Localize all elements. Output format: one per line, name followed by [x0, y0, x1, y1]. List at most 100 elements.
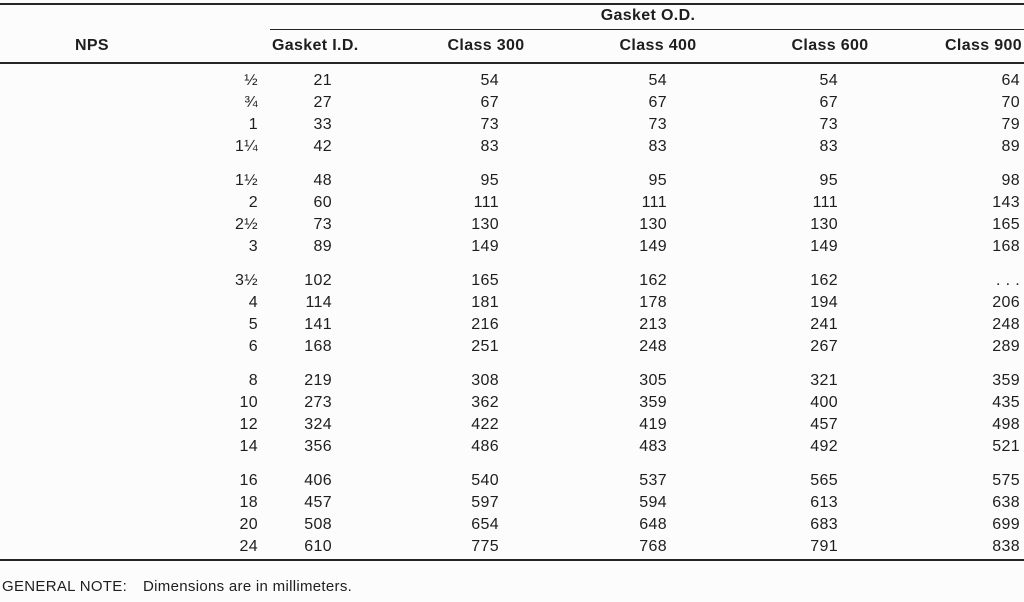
row-group-1: ½ 21 54 54 54 64 ¾ 27 67 67 67 70 1 33 73 73 73 79 1¼ 42 83 8…	[0, 63, 1024, 159]
value-cell: 638	[992, 493, 1021, 511]
nps-cell: 1	[248, 115, 258, 133]
row-group-2: 1½ 48 95 95 95 98 2 60 111 111 111 143 2½ 73 130 130 130…	[0, 159, 1024, 259]
value-cell: 143	[992, 193, 1021, 211]
value-cell: 248	[992, 315, 1021, 333]
value-cell: 165	[992, 215, 1021, 233]
nps-cell: ¾	[244, 93, 258, 111]
nps-cell: 24	[239, 537, 258, 555]
value-cell: 70	[1001, 93, 1021, 111]
nps-cell: 2½	[235, 215, 258, 233]
value-cell: 79	[1001, 115, 1021, 133]
value-cell: 521	[992, 437, 1021, 455]
value-cell: 95	[480, 171, 499, 189]
table-row: 1 33 73 73 73 79	[0, 114, 1024, 136]
general-note-text: Dimensions are in millimeters.	[143, 577, 353, 595]
value-cell: 483	[639, 437, 667, 455]
value-cell: 83	[480, 137, 499, 155]
value-cell: 267	[810, 337, 838, 355]
value-cell: 248	[639, 337, 667, 355]
value-cell: 838	[992, 537, 1021, 555]
value-cell: 83	[819, 137, 838, 155]
value-cell: 768	[639, 537, 667, 555]
value-cell: 95	[648, 171, 667, 189]
value-cell: 73	[648, 115, 667, 133]
table-row: 2 60 111 111 111 143	[0, 192, 1024, 214]
spanner-row: Gasket O.D.	[0, 4, 1024, 30]
nps-cell: 6	[248, 337, 258, 355]
table-row: 14 356 486 483 492 521	[0, 436, 1024, 459]
value-cell: 213	[639, 315, 667, 333]
table-row: 10 273 362 359 400 435	[0, 392, 1024, 414]
value-cell: 308	[471, 371, 499, 389]
value-cell: 251	[471, 337, 499, 355]
value-cell: 362	[471, 393, 499, 411]
table-row: 6 168 251 248 267 289	[0, 336, 1024, 359]
value-cell: 422	[471, 415, 499, 433]
general-note-label: GENERAL NOTE:	[2, 577, 128, 595]
value-cell: 359	[639, 393, 667, 411]
value-cell: 102	[304, 271, 332, 289]
column-header-class-400: Class 400	[572, 29, 744, 64]
value-cell: 457	[304, 493, 332, 511]
value-cell: 149	[810, 237, 838, 255]
nps-cell: 5	[248, 315, 258, 333]
nps-cell: 12	[239, 415, 258, 433]
value-cell: 321	[810, 371, 838, 389]
value-cell: 356	[304, 437, 332, 455]
value-cell: 492	[810, 437, 838, 455]
value-cell: 775	[471, 537, 499, 555]
value-cell: 27	[313, 93, 332, 111]
table-row: 16 406 540 537 565 575	[0, 459, 1024, 492]
column-header-nps: NPS	[0, 29, 270, 64]
nps-cell: 14	[239, 437, 258, 455]
value-cell: 130	[639, 215, 667, 233]
nps-cell: 10	[239, 393, 258, 411]
table-row: 1¼ 42 83 83 83 89	[0, 136, 1024, 159]
value-cell: 54	[819, 71, 838, 89]
value-cell: 699	[992, 515, 1021, 533]
table-header: Gasket O.D. NPS Gasket I.D. Class 300 Cl…	[0, 4, 1024, 64]
value-cell: 162	[639, 271, 667, 289]
value-cell: 178	[639, 293, 667, 311]
value-cell: 273	[304, 393, 332, 411]
table-row: 5 141 216 213 241 248	[0, 314, 1024, 336]
value-cell: 565	[810, 471, 838, 489]
nps-cell: 3	[248, 237, 258, 255]
nps-cell: ½	[244, 71, 258, 89]
value-cell: 33	[313, 115, 332, 133]
value-cell: 149	[471, 237, 499, 255]
nps-cell: 18	[239, 493, 258, 511]
value-cell: 648	[639, 515, 667, 533]
value-cell: 435	[992, 393, 1021, 411]
value-cell: 64	[1001, 71, 1021, 89]
value-cell: 114	[305, 293, 332, 311]
spanner-heading: Gasket O.D.	[270, 4, 1024, 30]
value-cell: 42	[313, 137, 332, 155]
value-cell: 67	[819, 93, 838, 111]
table-row: 1½ 48 95 95 95 98	[0, 159, 1024, 192]
column-header-class-600: Class 600	[744, 29, 916, 64]
table-row: 4 114 181 178 194 206	[0, 292, 1024, 314]
value-cell: 419	[639, 415, 667, 433]
value-cell: 194	[810, 293, 838, 311]
column-header-row: NPS Gasket I.D. Class 300 Class 400 Clas…	[0, 29, 1024, 64]
table-row: 3½ 102 165 162 162 . . .	[0, 259, 1024, 292]
nps-cell: 3½	[235, 271, 258, 289]
value-cell: 98	[1001, 171, 1021, 189]
value-cell: 48	[313, 171, 332, 189]
value-cell: 111	[473, 193, 499, 211]
row-group-4: 8 219 308 305 321 359 10 273 362 359 400 435 12 324 42…	[0, 359, 1024, 459]
value-cell: 111	[641, 193, 667, 211]
nps-cell: 4	[248, 293, 258, 311]
value-cell: 89	[1001, 137, 1021, 155]
value-cell: 613	[810, 493, 838, 511]
nps-cell: 1½	[235, 171, 258, 189]
value-cell: 67	[480, 93, 499, 111]
value-cell: 89	[313, 237, 332, 255]
column-header-class-900: Class 900	[916, 29, 1024, 64]
table-row: ¾ 27 67 67 67 70	[0, 92, 1024, 114]
value-cell: 575	[992, 471, 1021, 489]
value-cell: 406	[304, 471, 332, 489]
value-cell: 165	[471, 271, 499, 289]
